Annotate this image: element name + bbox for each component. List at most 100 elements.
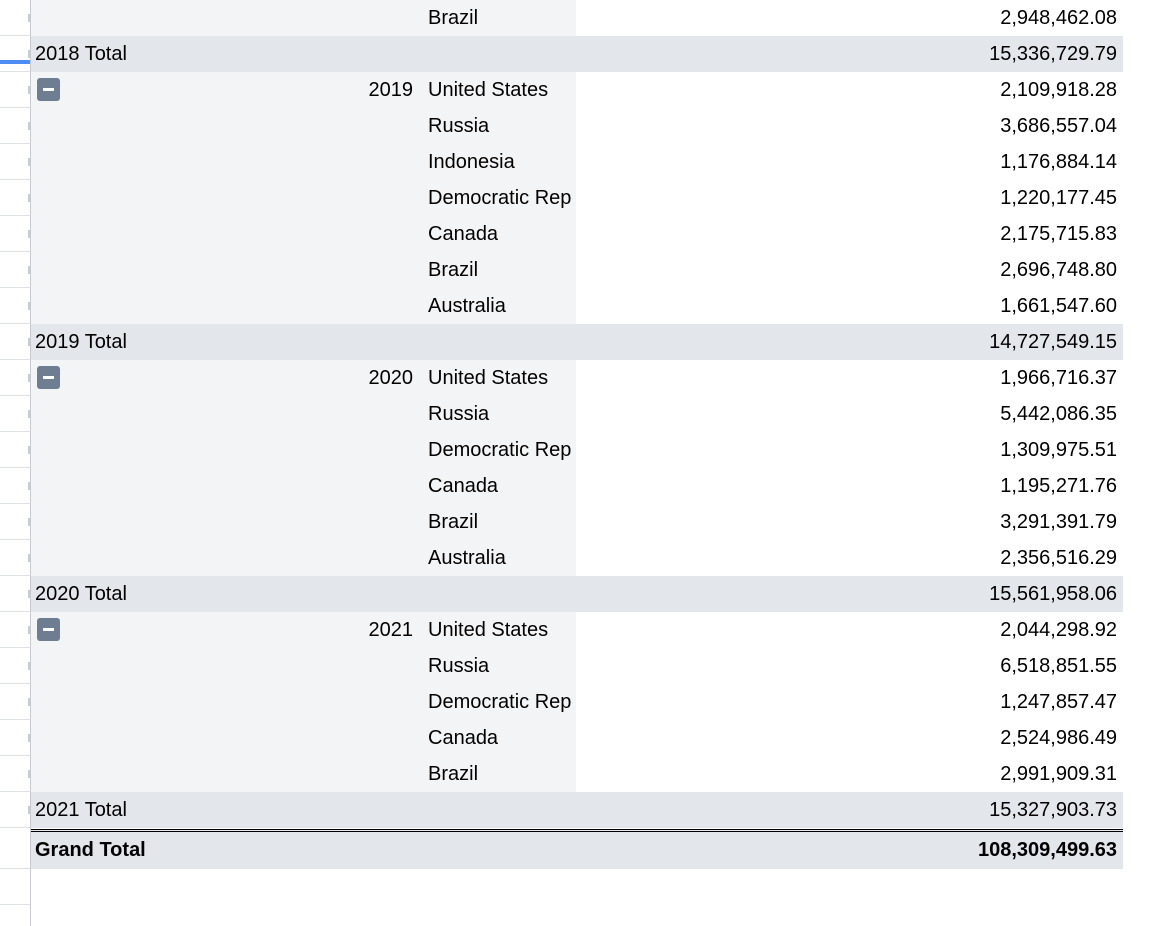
- year-cell[interactable]: [31, 648, 417, 684]
- year-cell[interactable]: [31, 108, 417, 144]
- value-cell[interactable]: 1,220,177.45: [576, 180, 1123, 216]
- country-cell[interactable]: Russia: [417, 108, 576, 144]
- year-cell[interactable]: [31, 504, 417, 540]
- year-total-label: 2018 Total: [35, 43, 127, 65]
- value-cell[interactable]: 3,686,557.04: [576, 108, 1123, 144]
- value-cell[interactable]: 1,309,975.51: [576, 432, 1123, 468]
- country-cell[interactable]: United States: [417, 72, 576, 108]
- country-cell[interactable]: Russia: [417, 396, 576, 432]
- table-row: Democratic Rep 1,309,975.51: [31, 432, 1123, 468]
- value-cell[interactable]: 1,176,884.14: [576, 144, 1123, 180]
- value-cell[interactable]: 2,044,298.92: [576, 612, 1123, 648]
- country-cell[interactable]: Canada: [417, 468, 576, 504]
- country-cell[interactable]: Russia: [417, 648, 576, 684]
- row-resize-handle[interactable]: [28, 770, 30, 778]
- row-resize-handle[interactable]: [28, 446, 30, 454]
- value-cell[interactable]: 2,524,986.49: [576, 720, 1123, 756]
- value-text: 1,247,857.47: [1000, 691, 1117, 713]
- row-resize-handle[interactable]: [28, 482, 30, 490]
- value-cell[interactable]: 2,175,715.83: [576, 216, 1123, 252]
- value-text: 5,442,086.35: [1000, 403, 1117, 425]
- year-cell[interactable]: [31, 252, 417, 288]
- value-text: 3,291,391.79: [1000, 511, 1117, 533]
- row-resize-handle[interactable]: [28, 302, 30, 310]
- row-resize-handle[interactable]: [28, 230, 30, 238]
- country-cell[interactable]: Indonesia: [417, 144, 576, 180]
- row-resize-handle[interactable]: [28, 806, 30, 814]
- country-cell[interactable]: Australia: [417, 540, 576, 576]
- value-cell[interactable]: 3,291,391.79: [576, 504, 1123, 540]
- year-cell[interactable]: [31, 468, 417, 504]
- grand-total-label: Grand Total: [35, 839, 146, 861]
- row-resize-handle[interactable]: [28, 374, 30, 382]
- row-resize-handle[interactable]: [28, 122, 30, 130]
- country-cell[interactable]: Democratic Rep: [417, 180, 576, 216]
- year-cell[interactable]: 2019: [31, 72, 417, 108]
- country-cell[interactable]: Brazil: [417, 756, 576, 792]
- year-cell[interactable]: [31, 756, 417, 792]
- row-header-gutter[interactable]: [0, 0, 31, 926]
- country-cell[interactable]: Australia: [417, 288, 576, 324]
- row-resize-handle[interactable]: [28, 50, 30, 58]
- value-cell[interactable]: 2,109,918.28: [576, 72, 1123, 108]
- value-cell[interactable]: 5,442,086.35: [576, 396, 1123, 432]
- year-cell[interactable]: [31, 288, 417, 324]
- table-row: Democratic Rep 1,247,857.47: [31, 684, 1123, 720]
- value-cell[interactable]: 1,247,857.47: [576, 684, 1123, 720]
- country-cell[interactable]: Brazil: [417, 252, 576, 288]
- country-cell[interactable]: Canada: [417, 216, 576, 252]
- country-cell[interactable]: Brazil: [417, 0, 576, 36]
- minus-square-icon[interactable]: [37, 618, 60, 641]
- country-cell[interactable]: United States: [417, 612, 576, 648]
- value-cell[interactable]: 2,356,516.29: [576, 540, 1123, 576]
- gutter-divider: [0, 683, 30, 684]
- year-cell[interactable]: [31, 684, 417, 720]
- value-cell[interactable]: 2,991,909.31: [576, 756, 1123, 792]
- year-cell[interactable]: [31, 144, 417, 180]
- gutter-divider: [0, 35, 30, 36]
- year-cell[interactable]: [31, 540, 417, 576]
- country-cell[interactable]: Canada: [417, 720, 576, 756]
- value-text: 2,696,748.80: [1000, 259, 1117, 281]
- year-cell[interactable]: [31, 432, 417, 468]
- year-cell[interactable]: 2020: [31, 360, 417, 396]
- table-row: 2021 United States 2,044,298.92: [31, 612, 1123, 648]
- row-resize-handle[interactable]: [28, 158, 30, 166]
- row-resize-handle[interactable]: [28, 410, 30, 418]
- year-cell[interactable]: [31, 180, 417, 216]
- table-row: Brazil 2,991,909.31: [31, 756, 1123, 792]
- country-cell[interactable]: Brazil: [417, 504, 576, 540]
- value-cell[interactable]: 1,661,547.60: [576, 288, 1123, 324]
- row-resize-handle[interactable]: [28, 14, 30, 22]
- row-resize-handle[interactable]: [28, 266, 30, 274]
- row-resize-handle[interactable]: [28, 338, 30, 346]
- row-resize-handle[interactable]: [28, 698, 30, 706]
- country-label: United States: [428, 619, 549, 641]
- minus-square-icon[interactable]: [37, 366, 60, 389]
- country-cell[interactable]: Democratic Rep: [417, 432, 576, 468]
- row-resize-handle[interactable]: [28, 662, 30, 670]
- value-cell[interactable]: 6,518,851.55: [576, 648, 1123, 684]
- row-resize-handle[interactable]: [28, 194, 30, 202]
- row-resize-handle[interactable]: [28, 518, 30, 526]
- country-label: Brazil: [428, 259, 479, 281]
- grand-total-value: 108,309,499.63: [977, 839, 1117, 861]
- country-cell[interactable]: United States: [417, 360, 576, 396]
- row-resize-handle[interactable]: [28, 590, 30, 598]
- row-resize-handle[interactable]: [28, 86, 30, 94]
- value-cell[interactable]: 2,948,462.08: [576, 0, 1123, 36]
- year-cell[interactable]: [31, 0, 417, 36]
- minus-square-icon[interactable]: [37, 78, 60, 101]
- year-cell[interactable]: [31, 396, 417, 432]
- row-resize-handle[interactable]: [28, 626, 30, 634]
- country-cell[interactable]: Democratic Rep: [417, 684, 576, 720]
- year-cell[interactable]: 2021: [31, 612, 417, 648]
- value-cell[interactable]: 2,696,748.80: [576, 252, 1123, 288]
- year-cell[interactable]: [31, 216, 417, 252]
- row-resize-handle[interactable]: [28, 554, 30, 562]
- year-cell[interactable]: [31, 720, 417, 756]
- row-resize-handle[interactable]: [28, 734, 30, 742]
- value-cell[interactable]: 1,966,716.37: [576, 360, 1123, 396]
- value-cell[interactable]: 1,195,271.76: [576, 468, 1123, 504]
- year-total-value: 15,327,903.73: [989, 799, 1117, 821]
